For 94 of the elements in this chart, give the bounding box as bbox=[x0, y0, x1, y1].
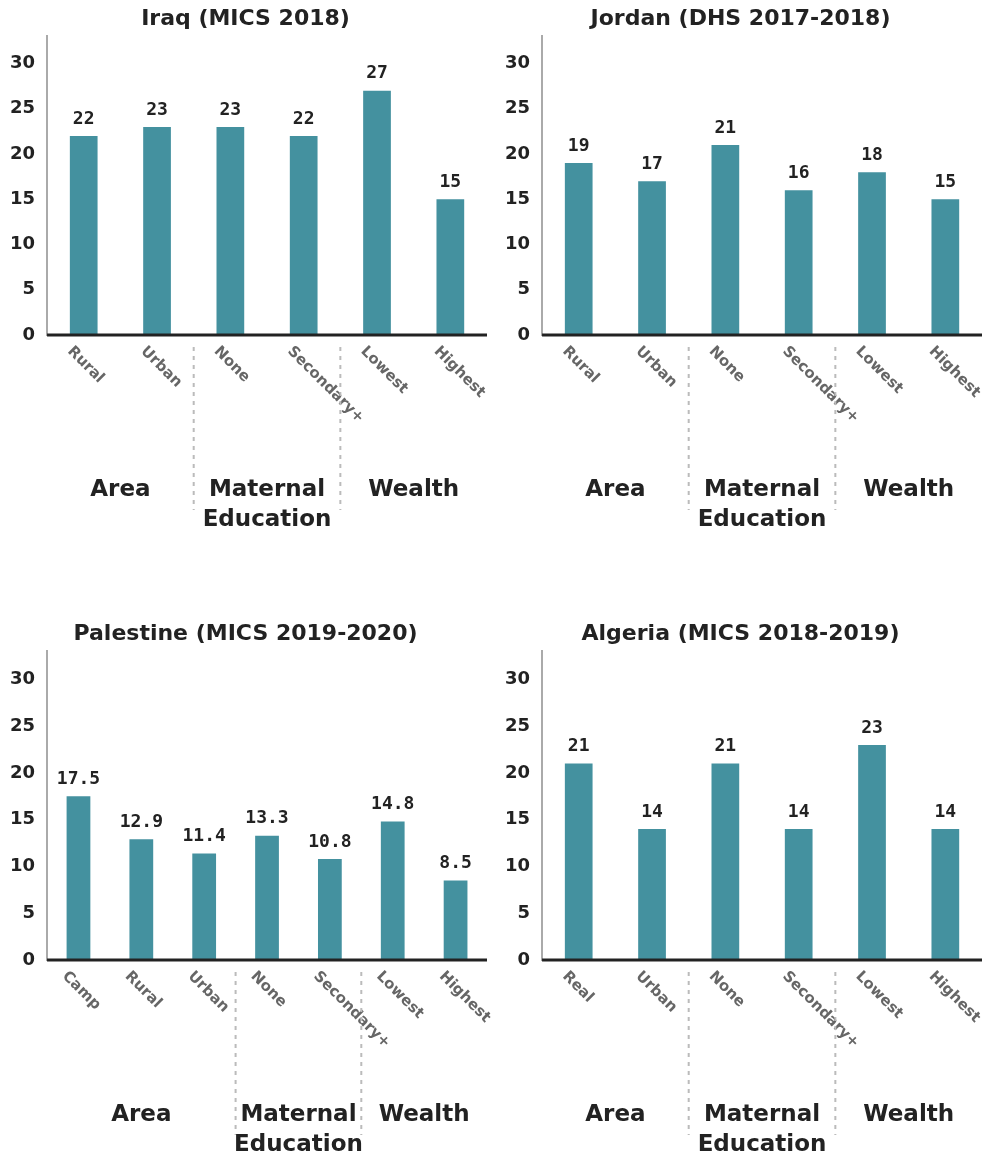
text: Wealth bbox=[368, 474, 460, 501]
text: Maternal Education bbox=[697, 474, 827, 531]
data-label: 21 bbox=[567, 734, 590, 756]
data-label: 19 bbox=[567, 133, 590, 155]
bar bbox=[192, 853, 217, 960]
data-label: 15 bbox=[934, 169, 957, 191]
data-label: 22 bbox=[72, 106, 95, 128]
bar bbox=[931, 829, 960, 960]
text: Maternal Education bbox=[234, 1099, 363, 1155]
data-label: 14 bbox=[934, 799, 957, 821]
y-tick-label: 5 bbox=[22, 900, 36, 922]
data-label: 22 bbox=[292, 106, 315, 128]
data-label: 17 bbox=[641, 151, 663, 173]
data-label: 10.8 bbox=[308, 829, 352, 851]
data-label: 21 bbox=[714, 115, 737, 137]
text: Wealth bbox=[863, 1099, 955, 1126]
text: Area bbox=[585, 1099, 646, 1126]
bar bbox=[564, 163, 593, 335]
chart-title: Jordan (DHS 2017-2018) bbox=[588, 4, 891, 30]
data-label: 12.9 bbox=[119, 810, 163, 832]
data-label: 14.8 bbox=[371, 792, 415, 814]
data-label: 14 bbox=[787, 799, 810, 821]
text: Wealth bbox=[378, 1099, 470, 1126]
data-label: 21 bbox=[714, 734, 737, 756]
data-label: 17.5 bbox=[56, 767, 101, 789]
y-tick-label: 5 bbox=[517, 900, 531, 922]
text: Area bbox=[585, 474, 646, 501]
y-tick-label: 30 bbox=[504, 51, 531, 73]
y-tick-label: 25 bbox=[9, 713, 36, 735]
y-tick-label: 0 bbox=[22, 947, 36, 969]
data-label: 16 bbox=[787, 160, 810, 182]
bar bbox=[443, 880, 468, 960]
bar bbox=[784, 829, 813, 960]
data-label: 23 bbox=[219, 97, 242, 119]
data-label: 23 bbox=[146, 97, 168, 119]
chart-title: Algeria (MICS 2018-2019) bbox=[581, 619, 900, 645]
data-label: 27 bbox=[366, 61, 388, 83]
y-tick-label: 10 bbox=[504, 854, 531, 876]
bar bbox=[66, 796, 91, 960]
y-tick-label: 25 bbox=[504, 96, 531, 118]
bar bbox=[129, 839, 154, 960]
data-label: 13.3 bbox=[245, 806, 289, 828]
bar bbox=[564, 763, 593, 960]
bar bbox=[69, 135, 98, 335]
y-tick-label: 15 bbox=[9, 186, 36, 208]
bar bbox=[436, 199, 465, 335]
y-tick-label: 20 bbox=[504, 760, 531, 782]
bar bbox=[784, 190, 813, 335]
y-tick-label: 0 bbox=[517, 322, 531, 344]
bar bbox=[858, 744, 886, 960]
y-tick-label: 30 bbox=[9, 51, 36, 73]
text: Area bbox=[111, 1099, 172, 1126]
y-tick-label: 5 bbox=[517, 277, 531, 299]
text: Maternal Education bbox=[202, 474, 332, 531]
y-tick-label: 20 bbox=[9, 760, 36, 782]
chart-title: Palestine (MICS 2019-2020) bbox=[73, 619, 418, 645]
y-tick-label: 25 bbox=[9, 96, 36, 118]
y-tick-label: 15 bbox=[504, 807, 531, 829]
y-tick-label: 10 bbox=[9, 232, 36, 254]
bar bbox=[638, 181, 666, 335]
bar bbox=[858, 172, 886, 335]
text: Maternal Education bbox=[697, 1099, 827, 1155]
y-tick-label: 30 bbox=[504, 667, 531, 689]
y-tick-label: 10 bbox=[9, 854, 36, 876]
bar bbox=[143, 126, 171, 335]
y-tick-label: 25 bbox=[504, 713, 531, 735]
data-label: 8.5 bbox=[439, 851, 472, 873]
data-label: 23 bbox=[861, 715, 883, 737]
bar bbox=[318, 859, 342, 960]
bar bbox=[216, 126, 245, 335]
bar bbox=[380, 821, 405, 960]
data-label: 18 bbox=[861, 142, 883, 164]
bar bbox=[711, 763, 740, 960]
y-tick-label: 15 bbox=[504, 186, 531, 208]
y-tick-label: 20 bbox=[504, 141, 531, 163]
y-tick-label: 5 bbox=[22, 277, 36, 299]
bar bbox=[289, 135, 318, 335]
data-label: 15 bbox=[439, 169, 462, 191]
y-tick-label: 15 bbox=[9, 807, 36, 829]
bar bbox=[638, 829, 666, 960]
data-label: 14 bbox=[641, 799, 664, 821]
y-tick-label: 0 bbox=[517, 947, 531, 969]
y-tick-label: 30 bbox=[9, 667, 36, 689]
y-tick-label: 0 bbox=[22, 322, 36, 344]
bar bbox=[255, 835, 279, 960]
data-label: 11.4 bbox=[182, 824, 227, 846]
y-tick-label: 10 bbox=[504, 232, 531, 254]
bar bbox=[931, 199, 960, 335]
y-tick-label: 20 bbox=[9, 141, 36, 163]
chart-title: Iraq (MICS 2018) bbox=[141, 4, 350, 30]
text: Area bbox=[90, 474, 151, 501]
text: Wealth bbox=[863, 474, 955, 501]
bar bbox=[363, 90, 391, 335]
bar bbox=[711, 144, 740, 335]
